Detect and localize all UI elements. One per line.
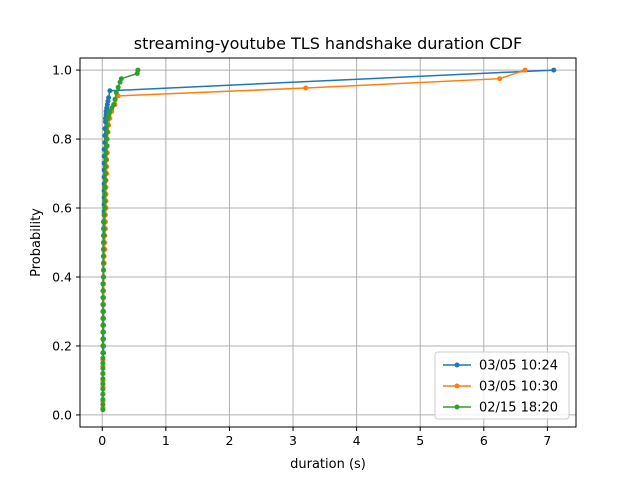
data-point xyxy=(104,136,110,142)
legend-marker xyxy=(454,383,460,389)
x-tick-label: 2 xyxy=(225,433,233,448)
data-point xyxy=(100,288,106,294)
data-point xyxy=(101,233,107,239)
legend-marker xyxy=(454,404,460,410)
data-point xyxy=(100,396,106,402)
data-point xyxy=(100,350,106,356)
legend-box xyxy=(434,351,570,420)
data-point xyxy=(104,143,110,149)
legend-label: 03/05 10:30 xyxy=(479,380,558,395)
data-point xyxy=(101,212,107,218)
data-point xyxy=(303,85,309,91)
y-tick-label: 0.0 xyxy=(52,407,72,422)
data-point xyxy=(100,365,106,371)
x-tick-label: 1 xyxy=(162,433,170,448)
data-point xyxy=(522,67,528,73)
x-axis-label: duration (s) xyxy=(290,457,366,472)
data-point xyxy=(102,171,108,177)
data-point xyxy=(100,315,106,321)
x-tick-label: 4 xyxy=(353,433,361,448)
data-point xyxy=(104,122,110,128)
x-tick-label: 7 xyxy=(543,433,551,448)
data-point xyxy=(111,102,117,108)
data-point xyxy=(115,84,121,90)
data-point xyxy=(101,226,107,232)
x-tick-label: 6 xyxy=(480,433,488,448)
data-point xyxy=(100,308,106,314)
data-point xyxy=(103,150,109,156)
data-point xyxy=(101,246,107,252)
data-point xyxy=(106,95,112,101)
data-point xyxy=(101,267,107,273)
y-tick-label: 0.4 xyxy=(52,269,72,284)
data-point xyxy=(135,67,141,73)
data-point xyxy=(100,329,106,335)
x-tick-label: 5 xyxy=(416,433,424,448)
legend-label: 03/05 10:24 xyxy=(479,359,558,374)
series-layer xyxy=(100,67,557,413)
data-point xyxy=(118,76,124,82)
data-point xyxy=(102,126,108,132)
data-point xyxy=(102,191,108,197)
x-tick-label: 3 xyxy=(289,433,297,448)
data-point xyxy=(100,360,106,366)
data-point xyxy=(100,402,106,408)
data-point xyxy=(103,157,109,163)
legend-label: 02/15 18:20 xyxy=(479,401,558,416)
data-point xyxy=(100,376,106,382)
data-point xyxy=(102,177,108,183)
legend-item: 02/15 18:20 xyxy=(443,401,558,416)
data-point xyxy=(102,164,108,170)
data-point xyxy=(102,198,108,204)
data-point xyxy=(101,274,107,280)
data-point xyxy=(100,295,106,301)
y-tick-label: 0.6 xyxy=(52,201,72,216)
data-point xyxy=(101,260,107,266)
grid xyxy=(80,58,576,427)
y-tick-label: 0.2 xyxy=(52,338,72,353)
chart-title: streaming-youtube TLS handshake duration… xyxy=(134,34,522,53)
axis-ticks: 0 1 2 3 4 5 6 7 0.0 0.2 0.4 0.6 0.8 1.0 xyxy=(52,63,551,448)
data-point xyxy=(104,129,110,135)
data-point xyxy=(101,253,107,259)
data-point xyxy=(100,371,106,377)
data-point xyxy=(551,67,557,73)
data-point xyxy=(107,88,113,94)
data-point xyxy=(497,76,503,82)
data-point xyxy=(100,407,106,413)
data-point xyxy=(100,322,106,328)
data-point xyxy=(100,355,106,361)
data-point xyxy=(101,240,107,245)
legend: 03/05 10:24 03/05 10:30 02/15 18:20 xyxy=(434,351,570,420)
y-tick-label: 1.0 xyxy=(52,63,72,78)
legend-item: 03/05 10:30 xyxy=(443,380,558,395)
data-point xyxy=(102,184,108,190)
data-point xyxy=(100,381,106,387)
data-point xyxy=(100,281,106,287)
data-point xyxy=(100,302,106,308)
data-point xyxy=(112,96,118,102)
data-point xyxy=(101,219,107,225)
y-axis-label: Probability xyxy=(29,208,44,277)
x-tick-label: 0 xyxy=(98,433,106,448)
data-point xyxy=(113,89,119,95)
legend-item: 03/05 10:24 xyxy=(443,359,558,374)
plot-area-frame xyxy=(79,57,577,428)
legend-marker xyxy=(454,362,460,368)
series-3 xyxy=(100,67,141,413)
data-point xyxy=(100,343,106,349)
data-point xyxy=(100,391,106,397)
data-point xyxy=(100,336,106,342)
data-point xyxy=(102,205,108,211)
data-point xyxy=(100,386,106,392)
y-tick-label: 0.8 xyxy=(52,132,72,147)
